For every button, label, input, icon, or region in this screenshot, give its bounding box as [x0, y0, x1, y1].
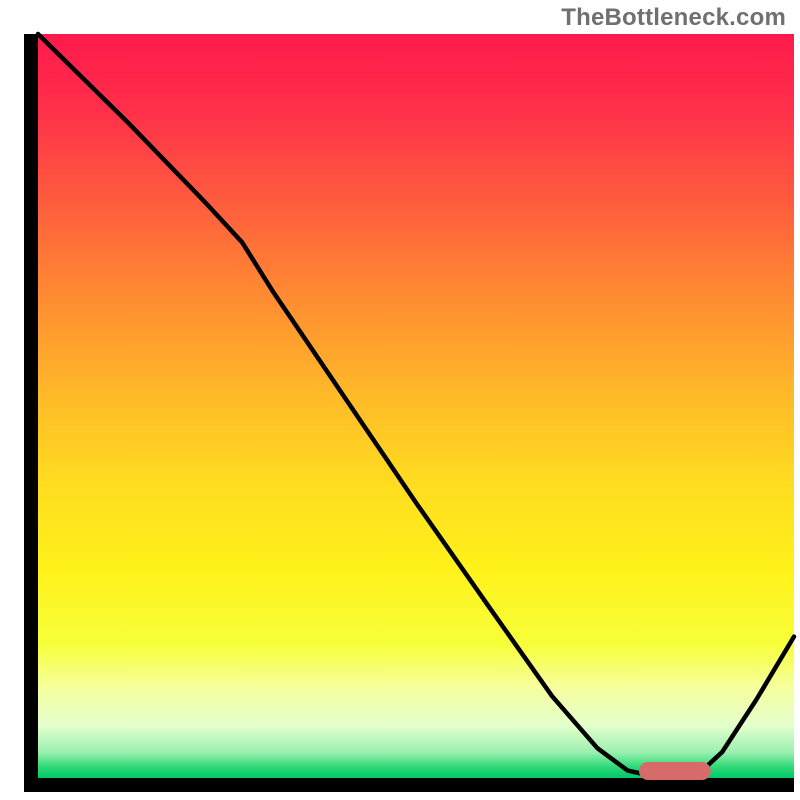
- curve-layer: [0, 0, 800, 800]
- bottleneck-curve: [38, 34, 794, 777]
- chart-container: TheBottleneck.com: [0, 0, 800, 800]
- watermark-text: TheBottleneck.com: [561, 4, 786, 32]
- optimal-marker: [639, 762, 711, 780]
